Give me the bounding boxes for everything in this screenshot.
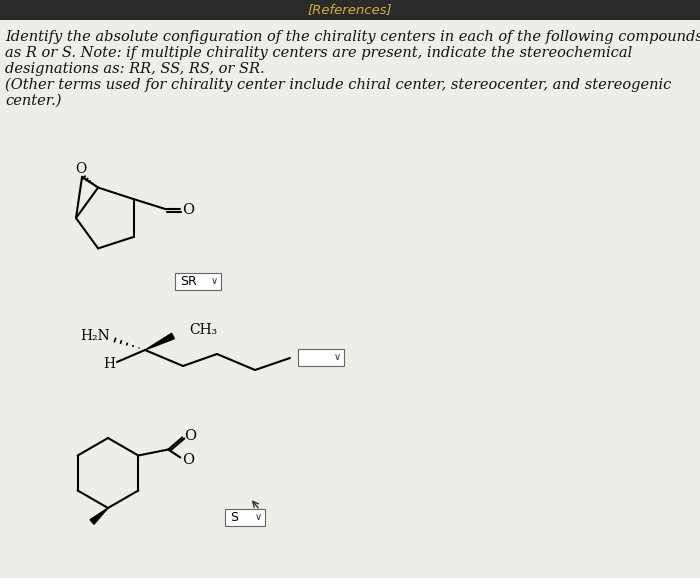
Text: (Other terms used for chirality center include chiral center, stereocenter, and : (Other terms used for chirality center i… [5,78,671,92]
Text: O: O [182,203,194,217]
FancyBboxPatch shape [225,509,265,526]
Text: O: O [76,162,87,176]
Text: H₂N: H₂N [80,329,110,343]
Text: as R or S. Note: if multiple chirality centers are present, indicate the stereoc: as R or S. Note: if multiple chirality c… [5,46,632,60]
Text: SR: SR [180,275,197,288]
Text: ∨: ∨ [211,276,218,287]
Text: Identify the absolute configuration of the chirality centers in each of the foll: Identify the absolute configuration of t… [5,30,700,44]
Text: S: S [230,511,238,524]
FancyBboxPatch shape [298,349,344,366]
Text: designations as: RR, SS, RS, or SR.: designations as: RR, SS, RS, or SR. [5,62,265,76]
Text: O: O [182,453,195,466]
Text: CH₃: CH₃ [189,323,217,337]
Text: ∨: ∨ [333,353,341,362]
Text: ∨: ∨ [254,513,262,523]
Text: H: H [103,357,115,371]
Polygon shape [145,334,174,350]
FancyBboxPatch shape [175,273,221,290]
Text: center.): center.) [5,94,62,108]
Text: O: O [184,428,197,443]
Polygon shape [90,508,108,524]
Text: [References]: [References] [308,3,392,17]
Bar [0,0,700,20]
